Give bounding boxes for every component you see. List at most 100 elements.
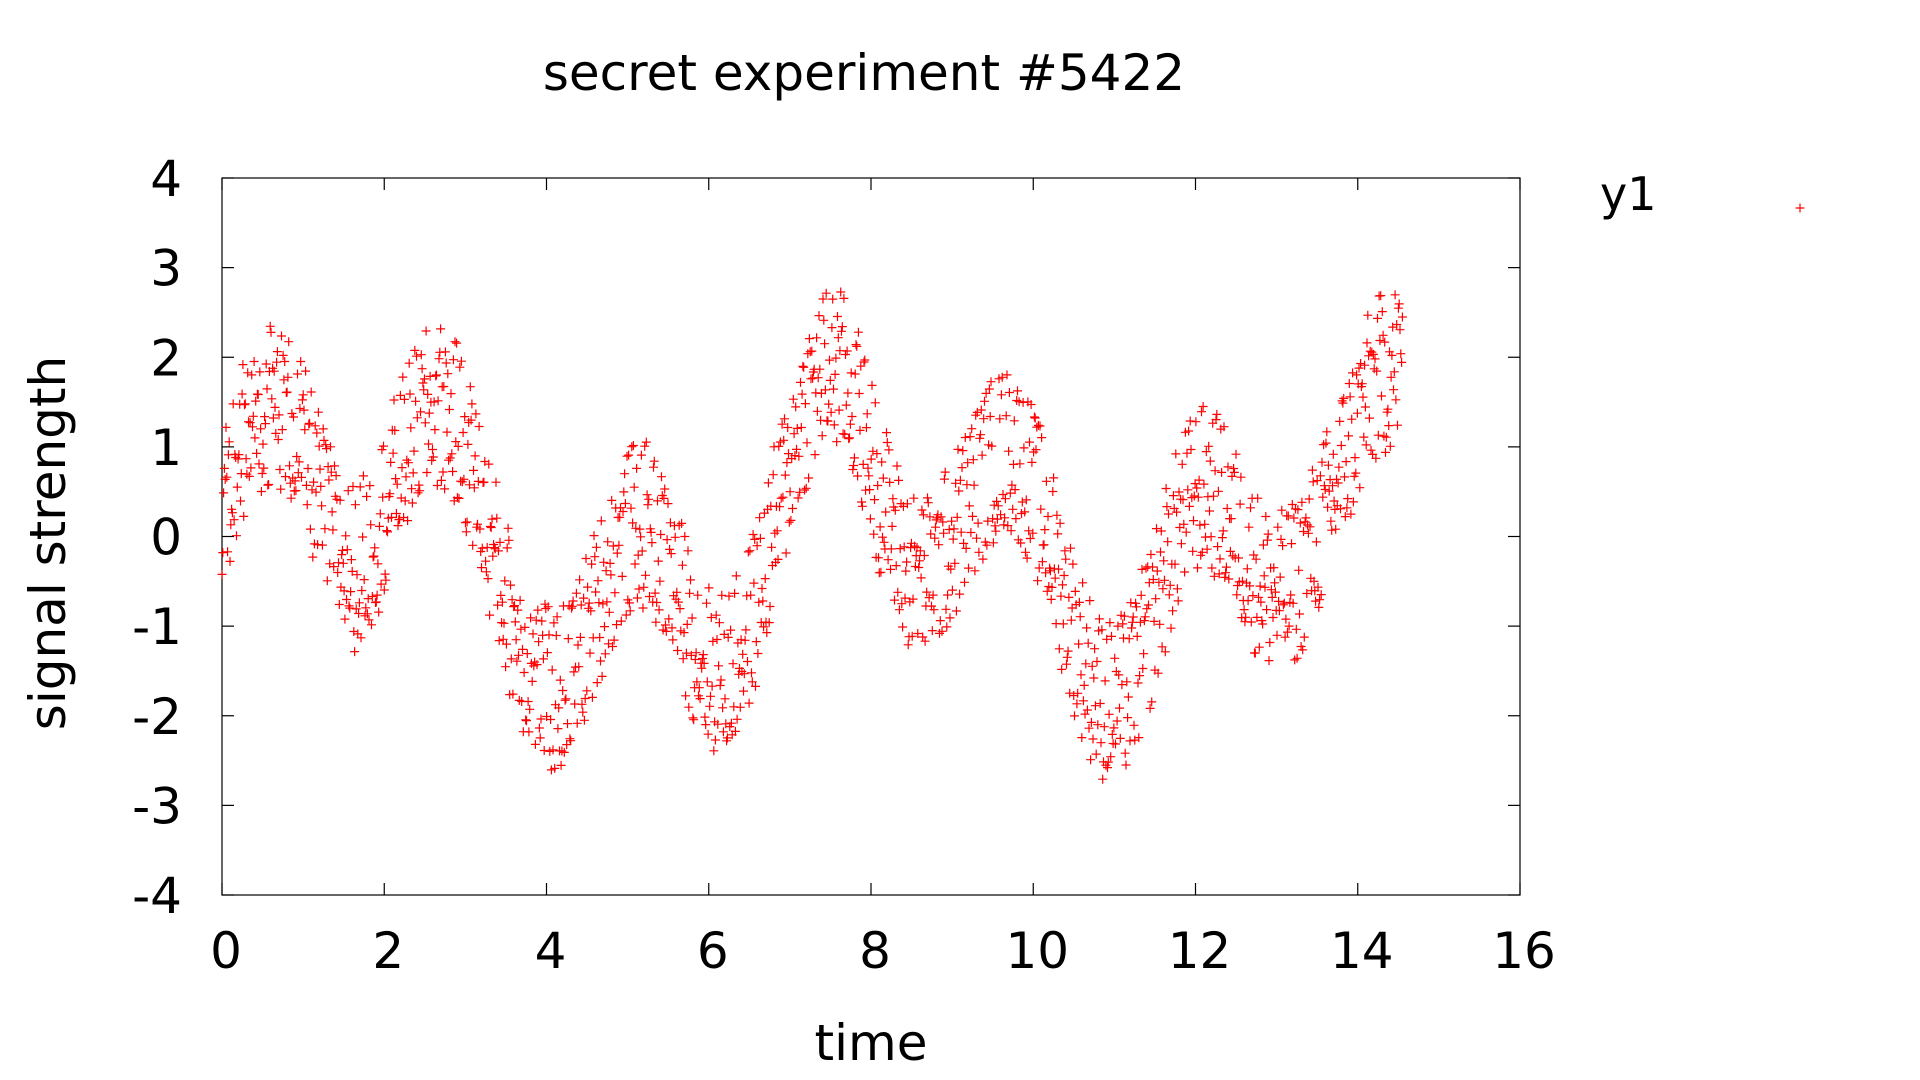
data-point — [918, 632, 928, 642]
data-point — [680, 532, 690, 541]
data-point — [1277, 505, 1287, 515]
data-point — [1125, 736, 1135, 746]
data-point — [532, 660, 542, 670]
x-tick-label: 14 — [1330, 922, 1394, 980]
data-point — [412, 413, 422, 423]
data-point — [501, 662, 511, 672]
data-point — [755, 533, 765, 543]
data-point — [976, 430, 985, 440]
data-point — [1315, 471, 1325, 481]
data-point — [236, 496, 245, 506]
data-point — [534, 723, 544, 733]
data-point — [242, 469, 252, 479]
data-point — [217, 569, 227, 579]
data-point — [561, 694, 571, 704]
data-point — [990, 521, 1000, 531]
data-point — [1241, 612, 1251, 622]
data-point — [441, 358, 451, 368]
x-tick-label: 12 — [1168, 922, 1232, 980]
data-point — [387, 512, 396, 522]
data-point — [1377, 391, 1386, 401]
data-point — [448, 355, 458, 365]
data-point — [681, 648, 691, 658]
data-point — [1086, 755, 1096, 765]
data-point — [1100, 676, 1110, 686]
data-point — [424, 408, 434, 418]
data-point — [1251, 554, 1261, 564]
data-point — [364, 615, 374, 625]
data-point — [1393, 420, 1402, 430]
data-point — [1200, 519, 1210, 529]
data-point — [1339, 393, 1349, 403]
data-point — [1168, 606, 1178, 616]
data-point — [1329, 496, 1339, 506]
data-point — [1084, 723, 1094, 733]
data-point — [1183, 485, 1193, 495]
data-point — [1242, 564, 1252, 574]
data-point — [528, 629, 538, 639]
data-point — [1283, 627, 1292, 637]
data-point — [1319, 440, 1329, 450]
data-point — [1367, 347, 1377, 357]
data-point — [1387, 350, 1397, 360]
data-point — [253, 390, 263, 399]
data-point — [1254, 592, 1263, 602]
data-point — [1297, 497, 1307, 507]
data-point — [1252, 612, 1262, 622]
data-point — [265, 321, 275, 331]
data-point — [547, 665, 557, 675]
data-point — [917, 505, 927, 515]
data-point — [824, 399, 834, 409]
data-point — [1250, 648, 1260, 658]
data-point — [1205, 456, 1215, 466]
data-point — [312, 428, 322, 438]
data-point — [800, 399, 810, 409]
data-point — [1089, 673, 1099, 683]
data-point — [1012, 396, 1022, 405]
data-point — [335, 495, 345, 505]
data-point — [1037, 433, 1047, 443]
data-point — [515, 595, 525, 605]
data-point — [503, 523, 513, 533]
data-point — [627, 442, 637, 452]
data-point — [281, 472, 290, 482]
data-point — [521, 715, 531, 725]
data-point — [1157, 642, 1167, 652]
data-point — [1318, 492, 1328, 502]
data-point — [1088, 734, 1098, 744]
data-point — [237, 389, 247, 399]
data-point — [939, 474, 949, 484]
data-point — [605, 558, 615, 568]
data-point — [1274, 596, 1284, 606]
data-point — [1179, 519, 1189, 529]
data-point — [1375, 336, 1385, 345]
data-point — [347, 566, 357, 576]
data-point — [698, 650, 708, 660]
data-point — [488, 551, 498, 561]
data-point — [632, 593, 642, 603]
data-point — [1193, 492, 1203, 502]
data-point — [772, 526, 782, 536]
data-point — [872, 449, 882, 459]
data-point — [600, 649, 610, 659]
data-point — [1133, 678, 1143, 688]
data-point — [1127, 623, 1137, 633]
data-point — [586, 606, 596, 616]
data-point — [223, 547, 233, 557]
data-point — [258, 439, 268, 449]
data-point — [224, 437, 234, 447]
data-point — [1266, 585, 1276, 595]
data-point — [677, 518, 687, 528]
data-point — [1011, 514, 1021, 524]
data-point — [701, 720, 711, 730]
data-point — [569, 667, 579, 677]
data-point — [1078, 578, 1088, 588]
data-point — [634, 584, 644, 594]
data-point — [539, 746, 549, 755]
data-point — [286, 493, 296, 503]
data-point — [1056, 591, 1066, 601]
data-point — [624, 450, 634, 460]
data-point — [779, 435, 789, 445]
data-point — [473, 519, 482, 529]
data-point — [815, 364, 825, 374]
